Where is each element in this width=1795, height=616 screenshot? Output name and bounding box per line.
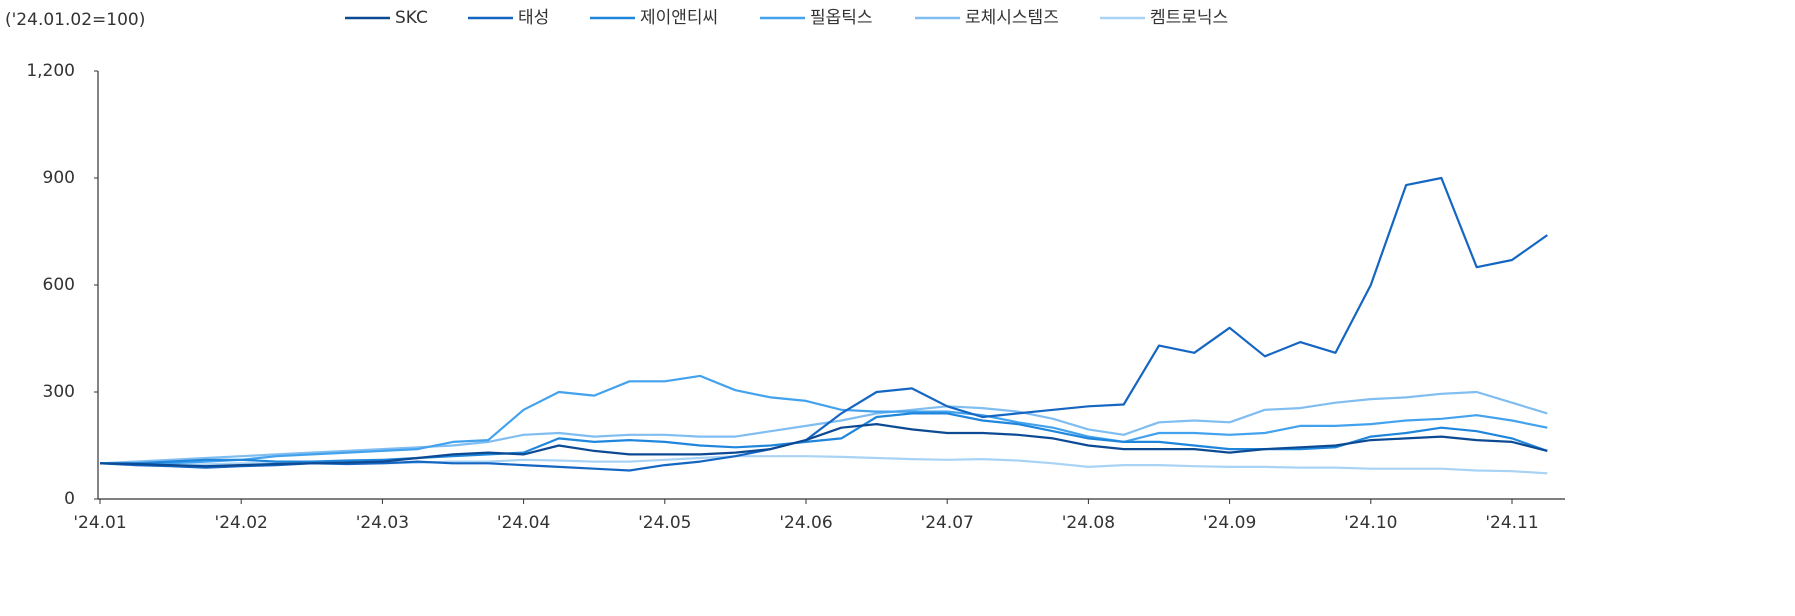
legend-label: 로체시스템즈 (965, 8, 1059, 28)
series-line (99, 390, 1548, 465)
series-line (100, 374, 1548, 465)
x-tick-label: '24.09 (1203, 513, 1256, 533)
y-tick-label: 900 (43, 168, 75, 188)
y-tick-label: 1,200 (26, 61, 75, 81)
x-tick-label: '24.04 (497, 513, 550, 533)
legend-label: 켐트로닉스 (1150, 8, 1228, 28)
x-tick-label: '24.05 (638, 513, 691, 533)
series-line (99, 176, 1548, 472)
chart-title: ('24.01.02=100) (5, 10, 145, 30)
legend-label: SKC (395, 8, 428, 28)
y-tick-label: 600 (43, 275, 75, 295)
y-tick-label: 0 (64, 489, 75, 509)
x-tick-label: '24.06 (779, 513, 832, 533)
x-tick-label: '24.03 (356, 513, 409, 533)
x-tick-label: '24.01 (73, 513, 126, 533)
legend-label: 태성 (518, 8, 549, 28)
x-tick-label: '24.07 (921, 513, 974, 533)
x-tick-label: '24.11 (1485, 513, 1538, 533)
series-line (99, 455, 1548, 475)
series-line (100, 412, 1548, 465)
y-tick-label: 300 (43, 382, 75, 402)
x-tick-label: '24.08 (1062, 513, 1115, 533)
legend-label: 필옵틱스 (810, 8, 873, 28)
x-tick-label: '24.10 (1344, 513, 1397, 533)
legend-label: 제이앤티씨 (640, 8, 718, 28)
x-tick-label: '24.02 (215, 513, 268, 533)
series-line (99, 423, 1548, 468)
